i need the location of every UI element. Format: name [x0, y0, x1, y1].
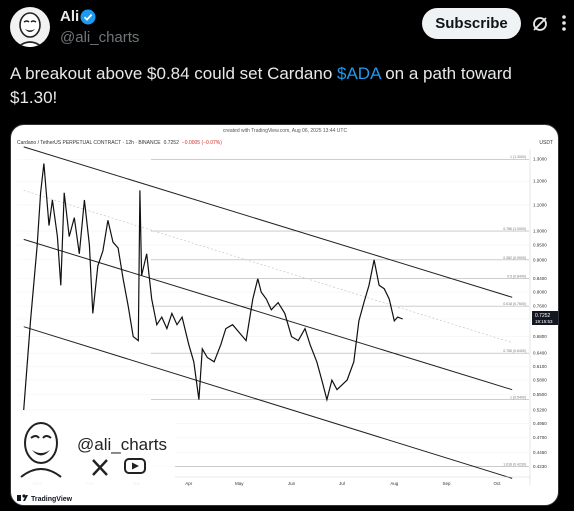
y-tick-19: 0.4230: [533, 464, 547, 469]
fib-level-label-0: 1 (1.3000): [510, 155, 526, 159]
fib-level-label-3: 0.5 (0.8400): [507, 275, 526, 279]
y-tick-2: 1.1000: [533, 202, 547, 207]
y-tick-1: 1.2000: [533, 179, 547, 184]
x-tick-7: Aug: [390, 481, 399, 486]
channel-line-3: [23, 190, 513, 343]
tweet-text: A breakout above $0.84 could set Cardano…: [10, 62, 560, 110]
y-tick-14: 0.5500: [533, 392, 547, 397]
x-logo-icon: [92, 459, 108, 476]
chart-image[interactable]: 1 (1.3000) 0.786 (1.0000) 0.382 (0.9000) 0.…: [10, 124, 559, 506]
channel-line-1: [23, 238, 513, 391]
watermark-handle: @ali_charts: [77, 435, 167, 454]
currency-label: USDT: [539, 140, 553, 146]
verified-badge-icon: [80, 9, 96, 25]
youtube-icon: [124, 458, 146, 474]
watermark: @ali_charts: [15, 417, 175, 489]
author-name[interactable]: Ali: [60, 8, 80, 25]
y-tick-17: 0.4700: [533, 435, 547, 440]
tradingview-brand: TradingView: [31, 496, 73, 503]
price-line: [23, 163, 403, 411]
x-tick-8: Sep: [442, 481, 451, 486]
y-tick-12: 0.6100: [533, 364, 547, 369]
author-handle[interactable]: @ali_charts: [60, 29, 140, 46]
subscribe-button[interactable]: Subscribe: [422, 8, 521, 39]
y-tick-8: 0.7600: [533, 304, 547, 309]
fib-level-label-1: 0.786 (1.0000): [503, 227, 526, 231]
y-tick-4: 0.9500: [533, 243, 547, 248]
cashtag-link[interactable]: $ADA: [337, 64, 381, 83]
change-text: −0.0005 (−0.07%): [182, 140, 222, 146]
more-dot-2: [562, 27, 566, 31]
fib-level-label-4: 0.618 (0.7600): [503, 302, 526, 306]
fib-level-label-2: 0.382 (0.9000): [503, 256, 526, 260]
x-tick-3: Apr: [185, 481, 193, 486]
more-options-icon[interactable]: [557, 12, 571, 34]
y-tick-3: 1.0000: [533, 229, 547, 234]
price-chart: 1 (1.3000) 0.786 (1.0000) 0.382 (0.9000) 0.…: [15, 128, 558, 503]
fib-level-label-5: 0.786 (0.6400): [503, 349, 526, 353]
y-tick-13: 0.5800: [533, 378, 547, 383]
channel-line-2: [23, 326, 513, 479]
y-tick-0: 1.3000: [533, 157, 547, 162]
symbol-text: Cardano / TetherUS PERPETUAL CONTRACT · …: [17, 140, 161, 146]
price-tag: 0.7252 19:15:53: [532, 311, 558, 325]
more-dot-1: [562, 21, 566, 25]
price-tag-value: 0.7252: [535, 313, 551, 319]
watermark-avatar: [20, 422, 62, 478]
x-tick-5: Jun: [288, 481, 296, 486]
y-tick-16: 0.4950: [533, 421, 547, 426]
channel-line-0: [23, 146, 513, 298]
tweet-text-after: on a path toward $1.30!: [10, 64, 512, 107]
y-tick-18: 0.4450: [533, 450, 547, 455]
y-tick-7: 0.8000: [533, 290, 547, 295]
price-tag-countdown: 19:15:53: [535, 319, 553, 324]
y-tick-10: 0.6800: [533, 334, 547, 339]
y-tick-6: 0.8400: [533, 276, 547, 281]
y-tick-15: 0.5200: [533, 407, 547, 412]
x-tick-6: Jul: [339, 481, 345, 486]
created-with-text: created with TradingView.com, Aug 06, 20…: [223, 128, 348, 134]
avatar[interactable]: [10, 7, 50, 47]
symbol-header: Cardano / TetherUS PERPETUAL CONTRACT · …: [17, 140, 222, 146]
last-value-text: 0.7252: [164, 140, 180, 146]
y-tick-5: 0.9000: [533, 257, 547, 262]
fib-level-label-7: 1.618 (0.4230): [503, 462, 526, 466]
tweet-text-before: A breakout above $0.84 could set Cardano: [10, 64, 338, 83]
fib-level-label-6: 1 (0.5400): [510, 396, 526, 400]
more-dot-0: [562, 15, 566, 19]
y-tick-11: 0.6400: [533, 351, 547, 356]
grok-icon[interactable]: [531, 15, 549, 33]
tradingview-logo-icon: [17, 494, 28, 501]
x-tick-4: May: [235, 481, 244, 486]
x-tick-9: Oct: [493, 481, 501, 486]
